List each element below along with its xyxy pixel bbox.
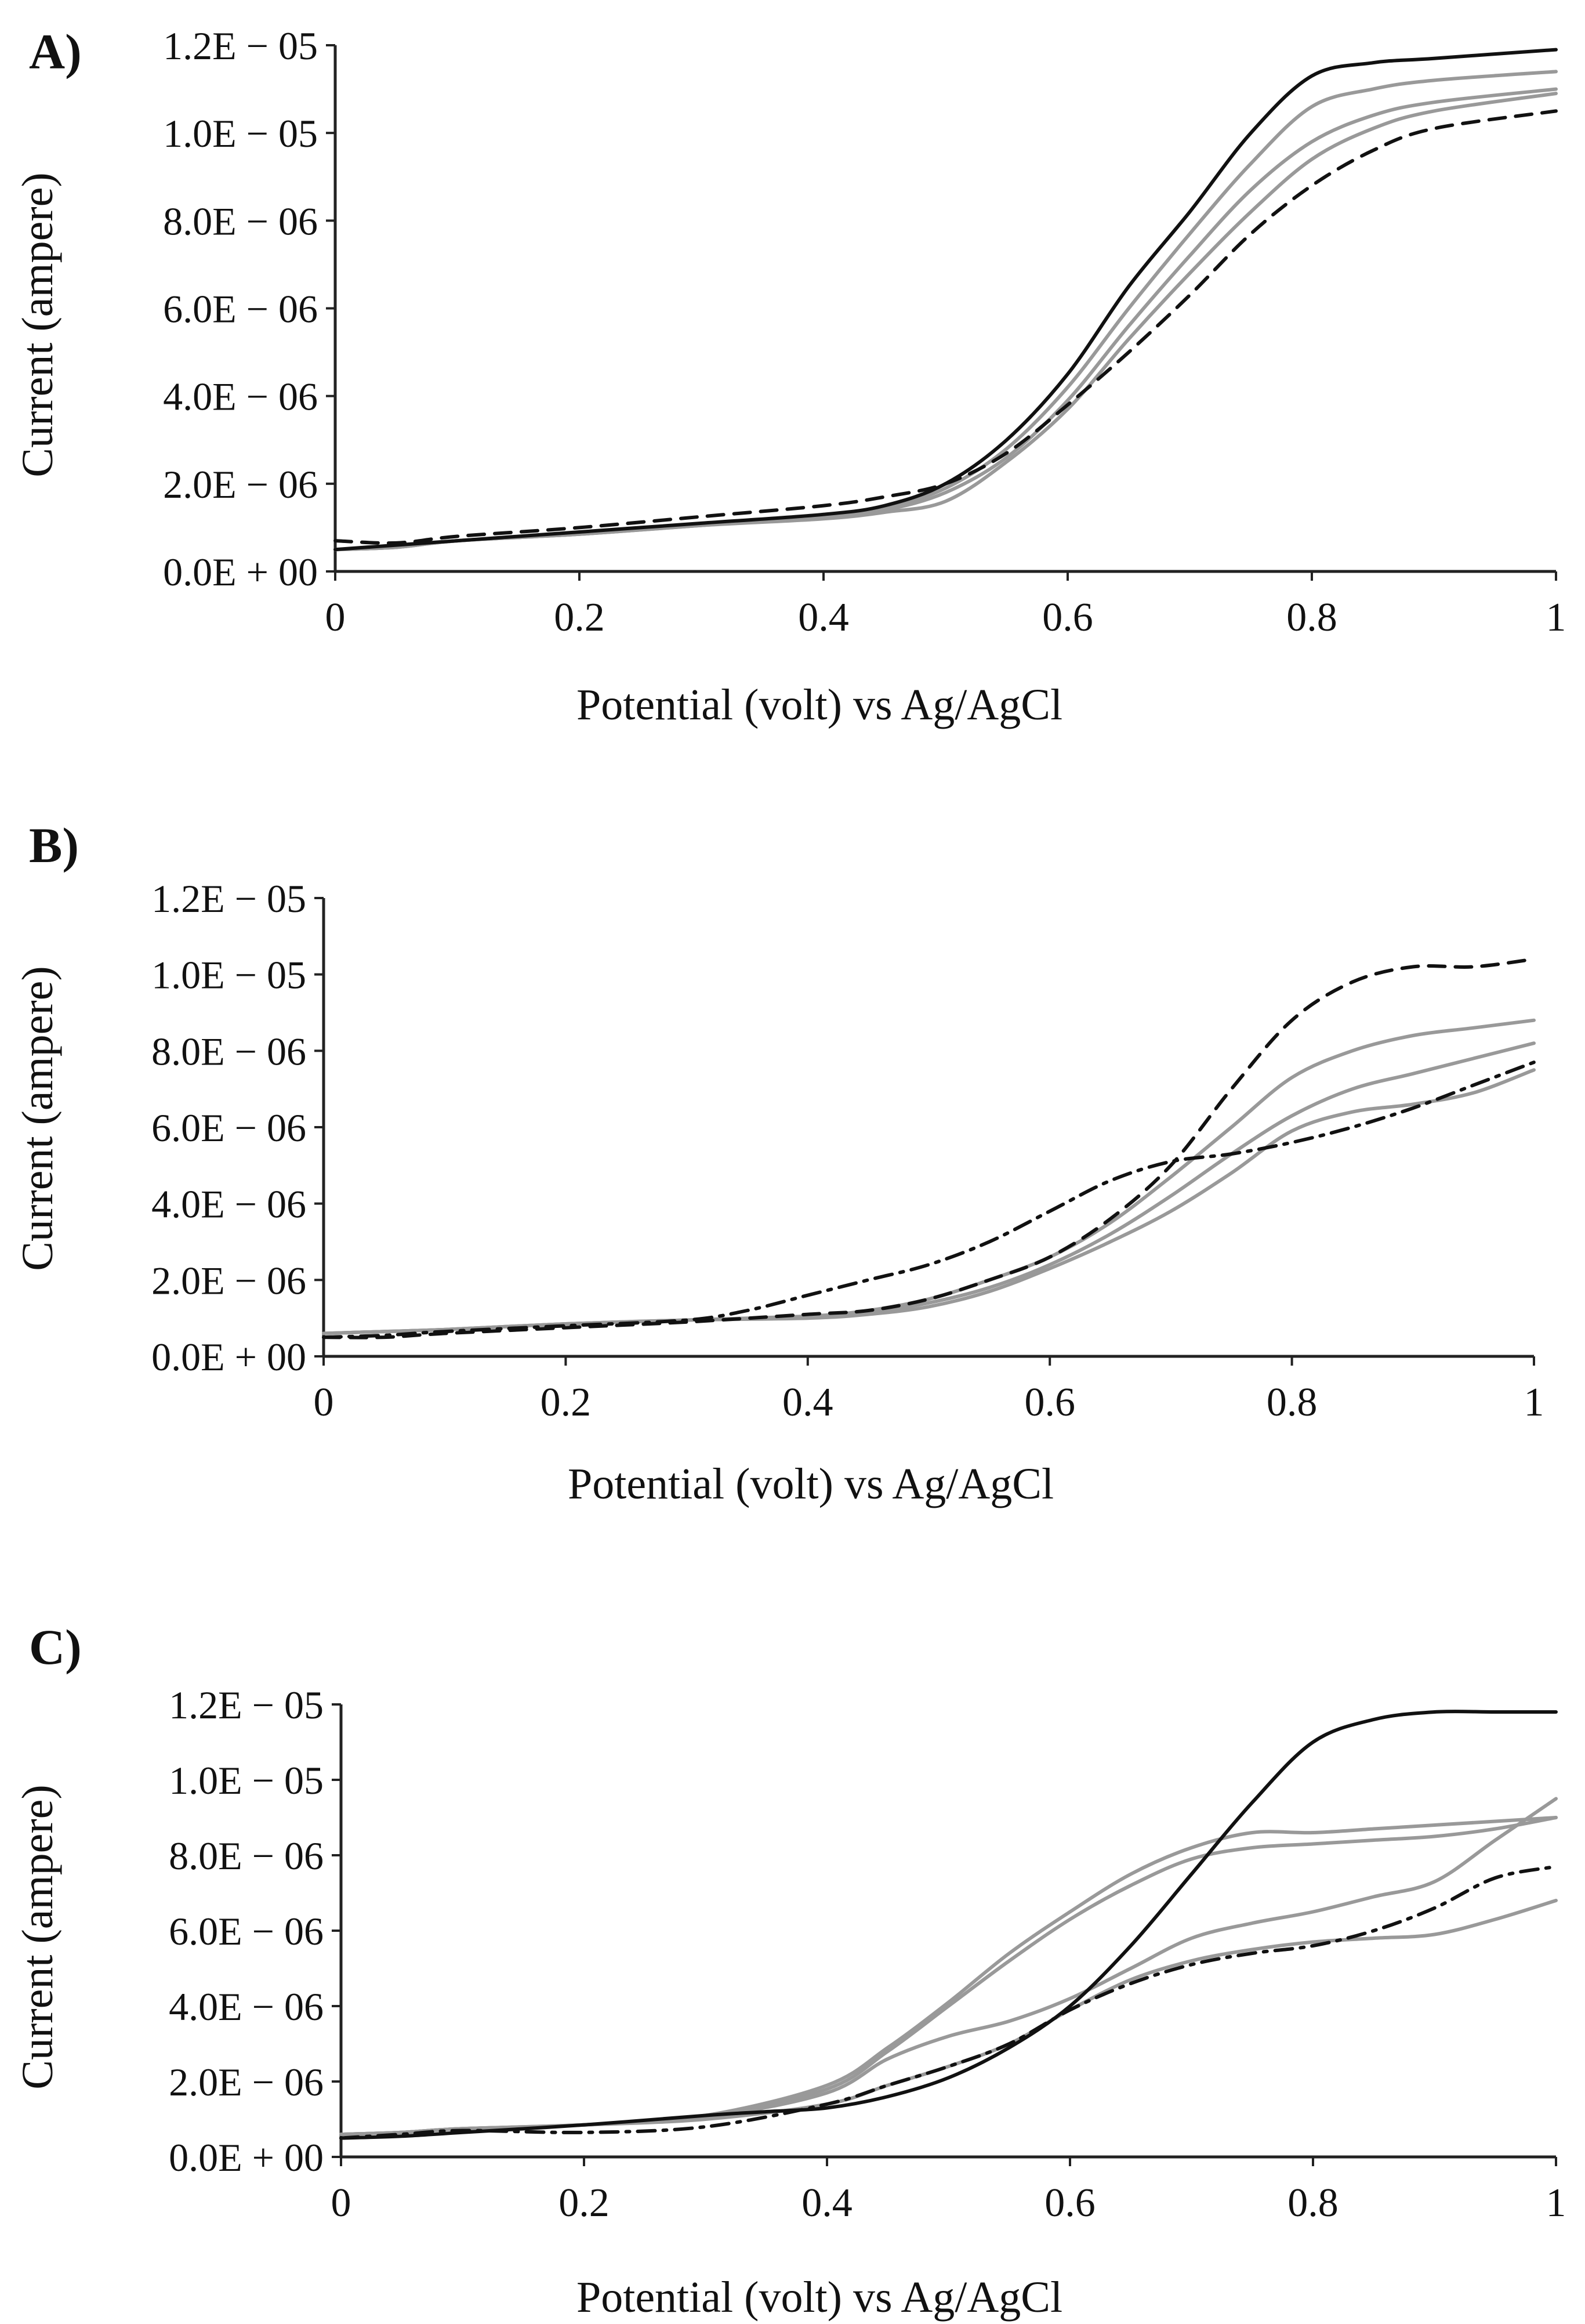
series-line-a-black-solid	[333, 48, 1558, 552]
y-axis-title-b: Current (ampere)	[13, 966, 62, 1270]
series-line-c-gray-2	[339, 1816, 1558, 2136]
y-tick-label-a: 2.0E − 06	[163, 462, 318, 506]
x-axis-title-c: Potential (volt) vs Ag/AgCl	[576, 2273, 1062, 2322]
series-line-c-black-dash-dot	[339, 1865, 1558, 2140]
x-tick-label-b: 0.2	[541, 1380, 592, 1425]
x-tick-label-c: 0.2	[558, 2181, 610, 2225]
series-line-c-gray-4	[339, 1899, 1558, 2136]
x-tick-label-a: 0.6	[1042, 595, 1093, 640]
x-tick-label-c: 0	[331, 2181, 351, 2225]
series-line-c-black-solid	[339, 1710, 1558, 2140]
x-tick-label-a: 1	[1546, 595, 1566, 640]
series-line-c-gray-3	[339, 1797, 1558, 2136]
series-line-a-gray-2	[333, 87, 1558, 552]
y-tick-label-b: 0.0E + 00	[151, 1335, 306, 1379]
x-tick-label-c: 0.8	[1287, 2181, 1339, 2225]
y-tick-label-b: 1.0E − 05	[151, 953, 306, 997]
y-tick-label-a: 6.0E − 06	[163, 287, 318, 331]
panel-c: C) Current (ampere) Potential (volt) vs …	[13, 1619, 1566, 2322]
y-tick-label-b: 2.0E − 06	[151, 1258, 306, 1302]
y-axis-title-c: Current (ampere)	[13, 1784, 62, 2089]
y-tick-label-c: 1.2E − 05	[169, 1683, 324, 1727]
y-tick-label-c: 1.0E − 05	[169, 1758, 324, 1802]
series-line-b-black-dashed	[322, 957, 1536, 1340]
x-axis-title-b: Potential (volt) vs Ag/AgCl	[568, 1460, 1054, 1508]
y-tick-label-c: 4.0E − 06	[169, 1985, 324, 2029]
y-tick-label-c: 2.0E − 06	[169, 2060, 324, 2104]
y-tick-label-a: 1.2E − 05	[163, 24, 318, 68]
x-tick-label-c: 1	[1546, 2181, 1566, 2225]
y-tick-label-b: 1.2E − 05	[151, 877, 306, 921]
y-tick-label-a: 8.0E − 06	[163, 199, 318, 243]
y-tick-label-c: 6.0E − 06	[169, 1909, 324, 1953]
series-line-a-black-dashed	[333, 109, 1558, 545]
y-tick-label-b: 4.0E − 06	[151, 1182, 306, 1226]
x-axis-title-a: Potential (volt) vs Ag/AgCl	[576, 680, 1062, 729]
y-tick-label-b: 6.0E − 06	[151, 1106, 306, 1150]
x-tick-label-b: 0.8	[1267, 1380, 1318, 1425]
series-line-b-gray-1	[322, 1018, 1536, 1335]
series-line-a-gray-1	[333, 70, 1558, 552]
panel-label-c: C)	[29, 1619, 82, 1675]
series-line-a-gray-3	[333, 92, 1558, 552]
panel-b: B) Current (ampere) Potential (volt) vs …	[13, 817, 1544, 1508]
panel-label-a: A)	[29, 24, 82, 79]
y-tick-label-a: 0.0E + 00	[163, 550, 318, 594]
panel-label-b: B)	[29, 817, 79, 873]
y-tick-label-a: 1.0E − 05	[163, 111, 318, 155]
x-tick-label-b: 0.6	[1024, 1380, 1075, 1425]
series-line-b-gray-2	[322, 1041, 1536, 1335]
y-tick-label-b: 8.0E − 06	[151, 1029, 306, 1073]
x-tick-label-b: 0	[314, 1380, 334, 1425]
panel-a: A) Current (ampere) Potential (volt) vs …	[13, 24, 1566, 729]
y-tick-label-c: 8.0E − 06	[169, 1834, 324, 1878]
y-tick-label-c: 0.0E + 00	[169, 2135, 324, 2180]
x-tick-label-b: 1	[1524, 1380, 1544, 1425]
x-tick-label-a: 0.4	[798, 595, 849, 640]
series-line-c-gray-1	[339, 1816, 1558, 2136]
x-tick-label-c: 0.4	[801, 2181, 853, 2225]
x-tick-label-a: 0.2	[554, 595, 605, 640]
series-line-b-gray-3	[322, 1068, 1536, 1335]
x-tick-label-b: 0.4	[782, 1380, 833, 1425]
y-axis-title-a: Current (ampere)	[13, 172, 62, 477]
x-tick-label-a: 0	[325, 595, 346, 640]
x-tick-label-c: 0.6	[1044, 2181, 1096, 2225]
y-tick-label-a: 4.0E − 06	[163, 375, 318, 419]
series-line-b-black-dash-dot	[322, 1060, 1536, 1340]
x-tick-label-a: 0.8	[1286, 595, 1337, 640]
